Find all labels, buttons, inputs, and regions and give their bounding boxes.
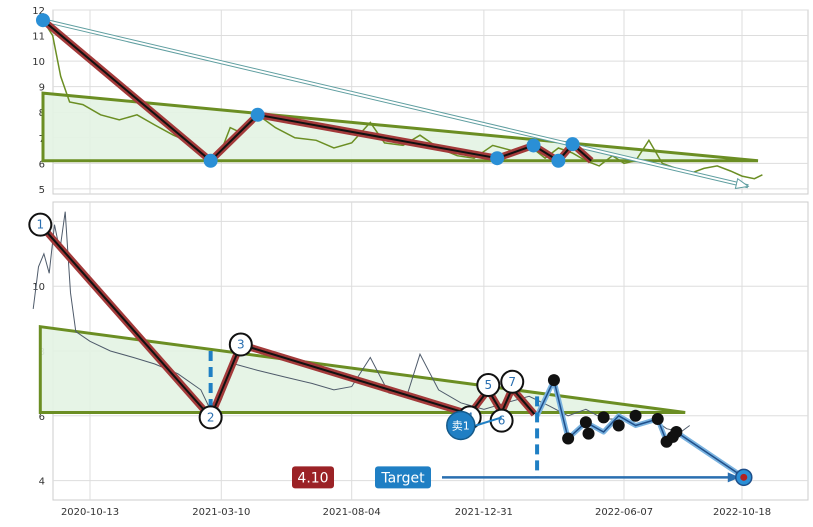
top-ytick-label: 11 — [32, 32, 45, 43]
bottom-ytick-label: 10 — [32, 282, 45, 293]
bottom-projection-dot — [612, 419, 625, 432]
bottom-projection-dot — [651, 413, 664, 426]
top-arrow-head — [734, 177, 750, 190]
bottom-price-line — [32, 211, 690, 433]
bottom-pivot-circle — [500, 369, 525, 394]
bottom-target-value-text: 4.10 — [297, 470, 328, 486]
top-pivot-marker — [35, 13, 50, 28]
top-ytick-label: 10 — [32, 57, 45, 68]
top-frame — [52, 9, 809, 195]
bottom-target-box-text: Target — [380, 470, 425, 486]
bottom-projection-dot — [579, 416, 592, 429]
bottom-pivot-label: 6 — [498, 414, 506, 428]
bottom-xtick-label: 2022-10-18 — [713, 507, 771, 518]
bottom-pivot-label: 3 — [237, 338, 245, 352]
bottom-pivot-circle — [198, 405, 223, 430]
top-pivot-marker — [526, 138, 541, 153]
bottom-ytick-label: 6 — [39, 412, 45, 423]
top-arrow-shaft-inner — [42, 19, 749, 188]
bottom-pivot-label: 7 — [508, 375, 516, 389]
bottom-pivot-circle — [28, 212, 53, 237]
bottom-pivot-circle — [476, 373, 501, 398]
bottom-projection-dot — [562, 432, 575, 445]
bottom-projection-dot — [547, 374, 560, 387]
bottom-sell-marker — [446, 410, 476, 441]
bottom-pivot-label: 5 — [484, 378, 492, 392]
top-ytick-label: 9 — [39, 83, 45, 94]
bottom-sell-label: 卖1 — [452, 420, 470, 433]
top-pivot-marker — [490, 151, 505, 166]
top-ytick-label: 5 — [39, 185, 45, 196]
bottom-pivot-circle — [228, 332, 253, 357]
bottom-projection-dot — [670, 425, 683, 438]
top-pivot-marker — [551, 153, 566, 168]
top-ytick-label: 6 — [39, 159, 45, 170]
top-pivot-marker — [250, 107, 265, 122]
bottom-ytick-label: 4 — [39, 477, 45, 488]
bottom-xtick-label: 2021-03-10 — [192, 507, 250, 518]
bottom-target-value-badge — [292, 466, 334, 489]
bottom-projection-dot — [582, 427, 595, 440]
top-pivot-marker — [565, 137, 580, 152]
bottom-projection-dot — [597, 411, 610, 424]
bottom-target-point-core — [740, 473, 748, 481]
top-ytick-label: 12 — [32, 6, 45, 17]
bottom-xtick-label: 2021-08-04 — [323, 507, 381, 518]
bottom-pivot-label: 2 — [207, 410, 215, 424]
bottom-target-arrowhead — [727, 472, 740, 483]
bottom-xtick-label: 2022-06-07 — [595, 507, 653, 518]
top-pivot-marker — [203, 153, 218, 168]
bottom-xtick-label: 2021-12-31 — [455, 507, 513, 518]
bottom-pivot-label: 1 — [37, 218, 45, 232]
bottom-xtick-label: 2020-10-13 — [61, 507, 119, 518]
bottom-target-box — [375, 466, 431, 489]
top-triangle — [41, 91, 759, 163]
bottom-sell-connector — [475, 416, 502, 427]
bottom-projection-dot — [629, 409, 642, 422]
top-price-line — [42, 19, 763, 180]
